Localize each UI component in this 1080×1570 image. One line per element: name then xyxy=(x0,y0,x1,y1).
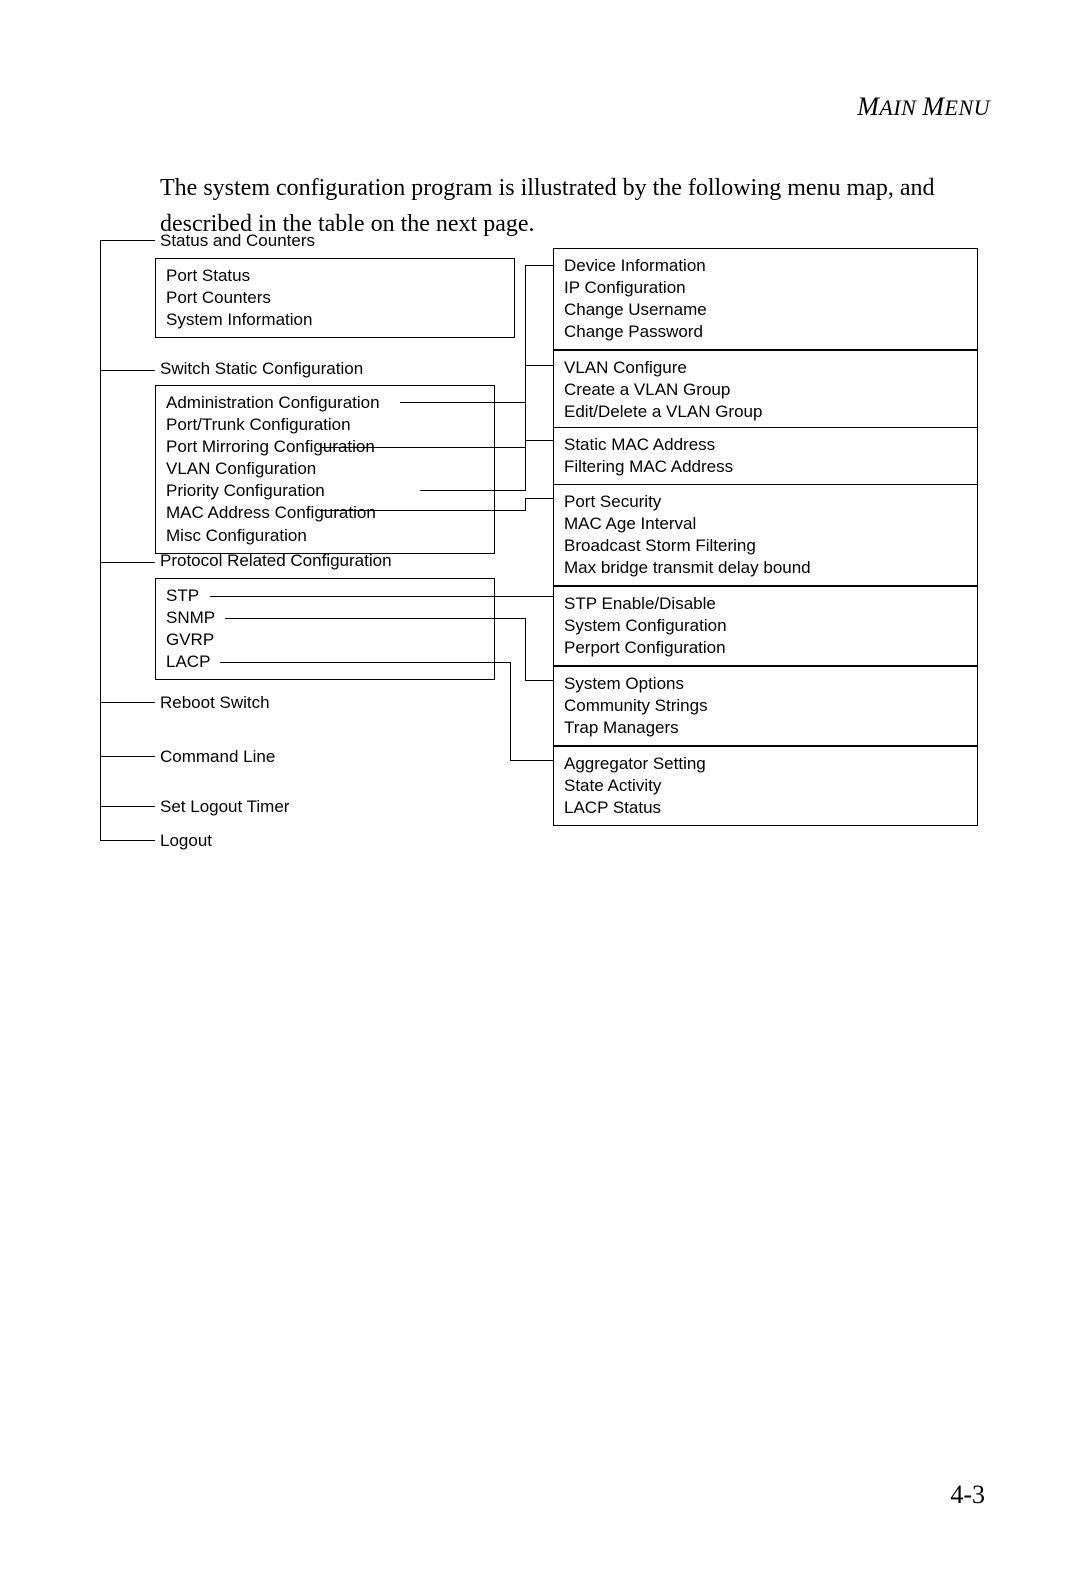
item-mac-config: MAC Address Configuration xyxy=(166,502,484,524)
conn-stp-h1 xyxy=(210,596,525,597)
page-number: 4-3 xyxy=(950,1480,985,1510)
stub-logout xyxy=(100,840,155,841)
conn-vlan-h1 xyxy=(320,447,495,448)
item-system-info: System Information xyxy=(166,309,504,331)
header-ain: AIN xyxy=(879,95,916,120)
label-command: Command Line xyxy=(160,746,275,768)
item-priority: Priority Configuration xyxy=(166,480,484,502)
item-broadcast: Broadcast Storm Filtering xyxy=(564,535,967,557)
conn-vlan-h3 xyxy=(525,365,553,366)
stub-switch xyxy=(100,370,155,371)
conn-vlan-v xyxy=(525,365,526,448)
stub-status xyxy=(100,240,155,241)
item-static-mac: Static MAC Address xyxy=(564,434,967,456)
stub-protocol xyxy=(100,562,155,563)
conn-lacp-h2 xyxy=(510,760,553,761)
box-protocol: STP SNMP GVRP LACP xyxy=(155,578,495,680)
item-gvrp: GVRP xyxy=(166,629,484,651)
item-edit-vlan: Edit/Delete a VLAN Group xyxy=(564,401,967,423)
box-admin: Device Information IP Configuration Chan… xyxy=(553,248,978,350)
label-status-counters: Status and Counters xyxy=(160,230,315,252)
conn-snmp-v xyxy=(525,618,526,680)
item-mac-age: MAC Age Interval xyxy=(564,513,967,535)
box-misc: Port Security MAC Age Interval Broadcast… xyxy=(553,484,978,586)
item-ip-config: IP Configuration xyxy=(564,277,967,299)
spine-vline xyxy=(100,240,101,840)
box-snmp: System Options Community Strings Trap Ma… xyxy=(553,666,978,746)
conn-lacp-v xyxy=(510,662,511,760)
box-lacp: Aggregator Setting State Activity LACP S… xyxy=(553,746,978,826)
conn-misc-v xyxy=(525,498,526,511)
box-status: Port Status Port Counters System Informa… xyxy=(155,258,515,338)
header-letter-m2: M xyxy=(922,92,944,121)
label-protocol: Protocol Related Configuration xyxy=(160,550,392,572)
box-switch: Administration Configuration Port/Trunk … xyxy=(155,385,495,554)
box-mac: Static MAC Address Filtering MAC Address xyxy=(553,427,978,485)
stub-command xyxy=(100,756,155,757)
item-state-activity: State Activity xyxy=(564,775,967,797)
conn-misc-h2 xyxy=(525,498,553,499)
item-aggregator: Aggregator Setting xyxy=(564,753,967,775)
item-port-status: Port Status xyxy=(166,265,504,287)
item-trap: Trap Managers xyxy=(564,717,967,739)
header-enu: ENU xyxy=(945,95,991,120)
label-logout-timer: Set Logout Timer xyxy=(160,796,289,818)
conn-admin-h1 xyxy=(400,402,495,403)
item-sys-options: System Options xyxy=(564,673,967,695)
conn-admin-h2 xyxy=(495,402,525,403)
conn-mac-h2 xyxy=(525,440,553,441)
box-vlan: VLAN Configure Create a VLAN Group Edit/… xyxy=(553,350,978,430)
item-community: Community Strings xyxy=(564,695,967,717)
conn-admin-h3 xyxy=(525,265,553,266)
conn-mac-h1 xyxy=(420,490,525,491)
item-device-info: Device Information xyxy=(564,255,967,277)
item-sys-config: System Configuration xyxy=(564,615,967,637)
label-switch-static: Switch Static Configuration xyxy=(160,358,363,380)
item-misc-config: Misc Configuration xyxy=(166,525,484,547)
page-header: MAIN MENU xyxy=(857,92,990,122)
conn-lacp-h1 xyxy=(220,662,510,663)
stub-logout-timer xyxy=(100,806,155,807)
label-logout: Logout xyxy=(160,830,212,852)
conn-snmp-h1 xyxy=(225,618,525,619)
item-change-pass: Change Password xyxy=(564,321,967,343)
conn-vlan-h2 xyxy=(495,447,525,448)
item-admin-config: Administration Configuration xyxy=(166,392,484,414)
item-lacp-status: LACP Status xyxy=(564,797,967,819)
item-perport: Perport Configuration xyxy=(564,637,967,659)
conn-mac-v xyxy=(525,440,526,491)
conn-stp-h2 xyxy=(525,596,553,597)
item-change-user: Change Username xyxy=(564,299,967,321)
item-max-bridge: Max bridge transmit delay bound xyxy=(564,557,967,579)
conn-snmp-h2 xyxy=(525,680,553,681)
item-vlan-config: VLAN Configuration xyxy=(166,458,484,480)
item-port-security: Port Security xyxy=(564,491,967,513)
item-create-vlan: Create a VLAN Group xyxy=(564,379,967,401)
item-filter-mac: Filtering MAC Address xyxy=(564,456,967,478)
item-port-counters: Port Counters xyxy=(166,287,504,309)
item-vlan-configure: VLAN Configure xyxy=(564,357,967,379)
conn-misc-h1 xyxy=(320,510,525,511)
stub-reboot xyxy=(100,702,155,703)
label-reboot: Reboot Switch xyxy=(160,692,270,714)
box-stp: STP Enable/Disable System Configuration … xyxy=(553,586,978,666)
header-letter-m1: M xyxy=(857,92,879,121)
item-port-trunk: Port/Trunk Configuration xyxy=(166,414,484,436)
item-stp-enable: STP Enable/Disable xyxy=(564,593,967,615)
